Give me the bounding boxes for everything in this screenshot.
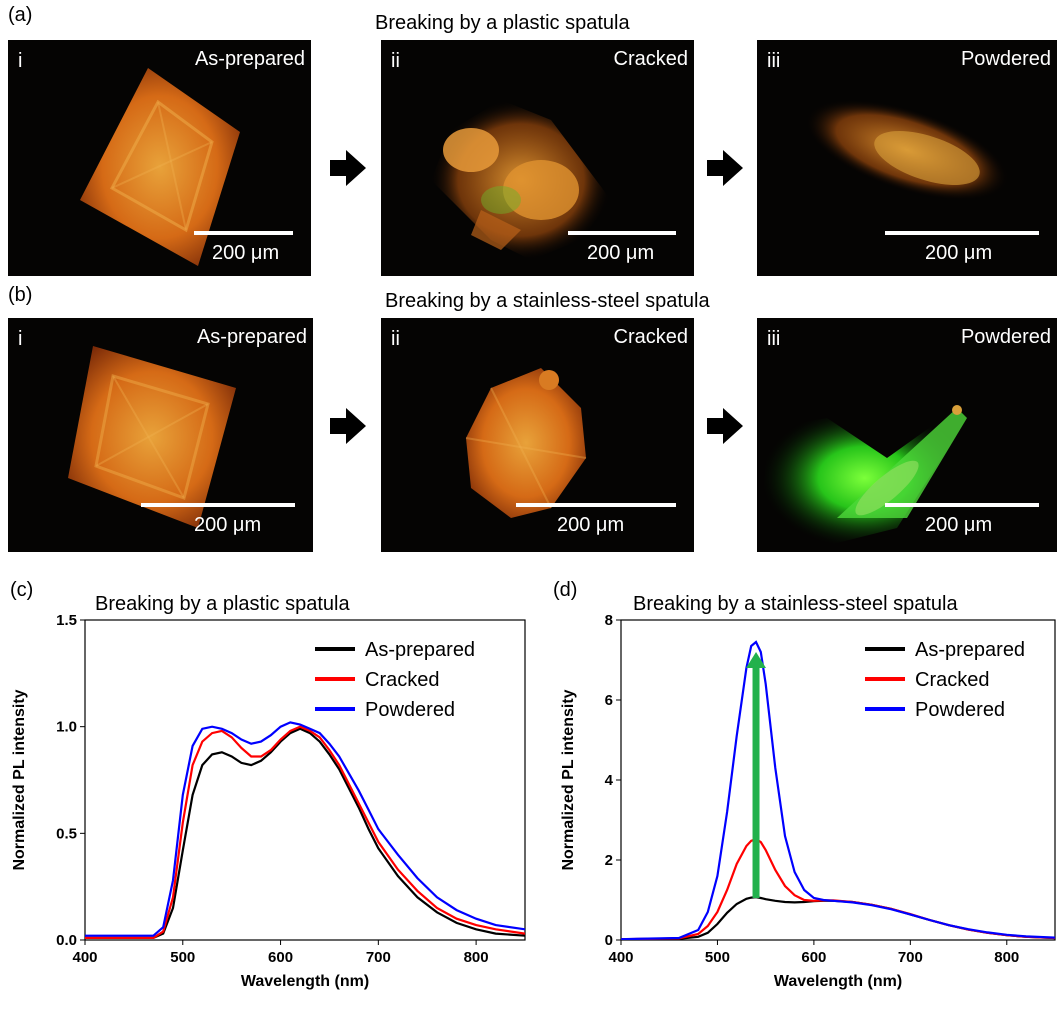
- panel-state-label: Powdered: [960, 326, 1051, 348]
- series-line-as-prepared: [85, 727, 525, 939]
- x-axis-label: Wavelength (nm): [774, 973, 902, 990]
- plot-frame: [620, 619, 1056, 941]
- panel-roman: ii: [391, 328, 400, 350]
- x-tick-label: 400: [608, 949, 633, 966]
- panel-label-a: (a): [8, 4, 33, 26]
- y-axis-label: Normalized PL intensity: [560, 689, 577, 870]
- legend-label: Powdered: [915, 699, 1005, 721]
- green-arrow-head: [746, 652, 767, 668]
- chart-c-svg: (c) Breaking by a plastic spatula 400 500 60…: [10, 579, 526, 990]
- legend-label: Cracked: [365, 669, 439, 691]
- y-tick-label: 0.5: [56, 825, 77, 842]
- x-tick-label: 700: [898, 949, 923, 966]
- micrograph-a-i: i As-prepared 200 μm: [8, 40, 311, 276]
- panel-state-label: Cracked: [613, 326, 688, 348]
- panel-label-b: (b): [8, 284, 33, 306]
- row-a-heading: Breaking by a plastic spatula: [375, 12, 630, 34]
- panel-roman: i: [18, 50, 23, 72]
- micrograph-a-ii: ii Cracked 200 μm: [381, 40, 694, 276]
- panel-label: (c): [10, 579, 33, 601]
- plot-frame: [84, 619, 526, 941]
- scale-bar: [194, 231, 293, 235]
- panel-label: (d): [553, 579, 577, 601]
- x-tick-label: 500: [170, 949, 195, 966]
- row-b-heading: Breaking by a stainless-steel spatula: [385, 290, 710, 312]
- panel-roman: ii: [391, 50, 400, 72]
- panel-roman: iii: [767, 50, 781, 72]
- y-axis-label: Normalized PL intensity: [11, 689, 28, 870]
- y-tick-label: 1.5: [56, 612, 77, 629]
- chart-title: Breaking by a plastic spatula: [95, 593, 350, 615]
- scale-bar: [516, 503, 676, 507]
- panel-state-label: As-prepared: [196, 326, 307, 348]
- series-line-cracked: [621, 837, 1055, 940]
- scale-bar-label: 200 μm: [925, 514, 993, 536]
- micrograph-a-iii: iii Powdered 200 μm: [757, 40, 1057, 276]
- chart-d-svg: (d) Breaking by a stainless-steel spatula…: [553, 579, 1056, 990]
- micrograph-b-i: i As-prepared 200 μm: [8, 318, 313, 552]
- series-line-powdered: [85, 721, 525, 937]
- arrow-right-icon: [330, 150, 366, 186]
- scale-bar-label: 200 μm: [925, 242, 993, 264]
- y-tick-label: 4: [605, 772, 614, 789]
- y-tick-label: 8: [605, 612, 613, 629]
- x-tick-label: 700: [366, 949, 391, 966]
- scale-bar: [141, 503, 295, 507]
- legend-label: As-prepared: [365, 639, 475, 661]
- scale-bar-label: 200 μm: [557, 514, 625, 536]
- micrograph-b-ii: ii Cracked 200 μm: [381, 318, 694, 552]
- y-tick-label: 0.0: [56, 932, 77, 949]
- legend-label: Powdered: [365, 699, 455, 721]
- y-tick-label: 1.0: [56, 719, 77, 736]
- panel-roman: i: [18, 328, 23, 350]
- scale-bar: [885, 503, 1039, 507]
- legend-label: Cracked: [915, 669, 989, 691]
- panel-state-label: Powdered: [960, 48, 1051, 70]
- y-tick-label: 6: [605, 692, 613, 709]
- arrow-right-icon: [707, 150, 743, 186]
- scale-bar: [568, 231, 676, 235]
- arrow-right-icon: [707, 408, 743, 444]
- x-tick-label: 400: [72, 949, 97, 966]
- series-line-cracked: [85, 725, 525, 939]
- x-tick-label: 800: [464, 949, 489, 966]
- chart-c: (c) Breaking by a plastic spatula 400 500 60…: [0, 572, 540, 1005]
- chart-title: Breaking by a stainless-steel spatula: [633, 593, 958, 615]
- x-tick-label: 800: [994, 949, 1019, 966]
- panel-state-label: Cracked: [613, 48, 688, 70]
- legend-label: As-prepared: [915, 639, 1025, 661]
- scale-bar: [885, 231, 1039, 235]
- x-axis-label: Wavelength (nm): [241, 973, 369, 990]
- x-tick-label: 500: [705, 949, 730, 966]
- scale-bar-label: 200 μm: [587, 242, 655, 264]
- scale-bar-label: 200 μm: [194, 514, 262, 536]
- micrograph-b-iii: iii Powdered 200 μm: [757, 318, 1057, 552]
- panel-roman: iii: [767, 328, 781, 350]
- y-tick-label: 0: [605, 932, 613, 949]
- chart-d: (d) Breaking by a stainless-steel spatula…: [545, 572, 1057, 1005]
- x-tick-label: 600: [801, 949, 826, 966]
- x-tick-label: 600: [268, 949, 293, 966]
- y-tick-label: 2: [605, 852, 613, 869]
- scale-bar-label: 200 μm: [212, 242, 280, 264]
- panel-state-label: As-prepared: [194, 48, 305, 70]
- series-line-powdered: [621, 640, 1055, 940]
- arrow-right-icon: [330, 408, 366, 444]
